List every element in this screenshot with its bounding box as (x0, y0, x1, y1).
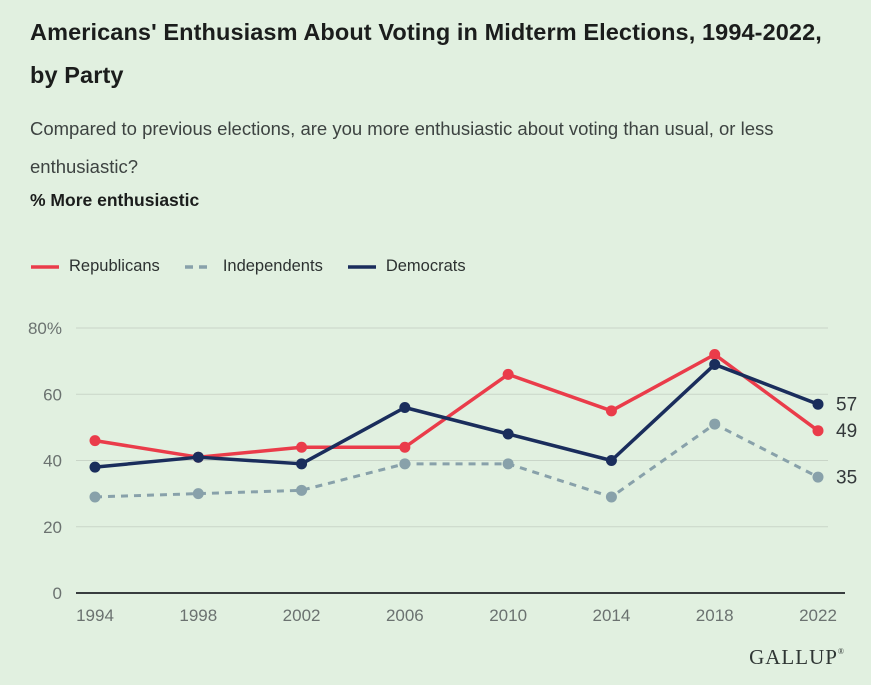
legend-item-independents: Independents (184, 257, 323, 276)
legend-label-republicans: Republicans (69, 257, 160, 275)
svg-text:1998: 1998 (179, 606, 217, 625)
line-chart: 0 20 40 60 80% 1994 1998 2002 2006 2010 2014 2018 20… (28, 319, 857, 625)
svg-text:80%: 80% (28, 319, 62, 338)
measure-label: % More enthusiastic (30, 190, 200, 210)
svg-text:1994: 1994 (76, 606, 114, 625)
svg-text:2006: 2006 (386, 606, 424, 625)
svg-text:35: 35 (836, 468, 857, 489)
legend-item-republicans: Republicans (30, 257, 160, 276)
svg-text:40: 40 (43, 452, 62, 471)
legend-label-democrats: Democrats (385, 257, 466, 275)
survey-question-text: Compared to previous elections, are you … (30, 118, 774, 177)
svg-text:2014: 2014 (593, 606, 631, 625)
registered-trademark-icon: ® (837, 647, 844, 656)
legend-item-democrats: Democrats (347, 257, 466, 276)
legend-label-independents: Independents (222, 257, 323, 275)
svg-text:20: 20 (43, 518, 62, 537)
gallup-logo: GALLUP® (749, 645, 844, 670)
svg-text:2018: 2018 (696, 606, 734, 625)
independents-line-swatch (184, 264, 213, 269)
svg-text:60: 60 (43, 385, 62, 404)
gallup-logo-text: GALLUP (749, 645, 838, 669)
republicans-line-swatch (31, 264, 59, 269)
svg-text:49: 49 (836, 421, 857, 442)
svg-text:0: 0 (53, 584, 62, 603)
page-title: Americans' Enthusiasm About Voting in Mi… (30, 19, 822, 88)
democrats-line-swatch (347, 264, 376, 269)
svg-text:2002: 2002 (283, 606, 321, 625)
svg-text:2022: 2022 (799, 606, 837, 625)
chart-legend: Republicans Independents Democrats (30, 257, 466, 276)
svg-text:57: 57 (836, 395, 857, 416)
svg-text:2010: 2010 (489, 606, 527, 625)
